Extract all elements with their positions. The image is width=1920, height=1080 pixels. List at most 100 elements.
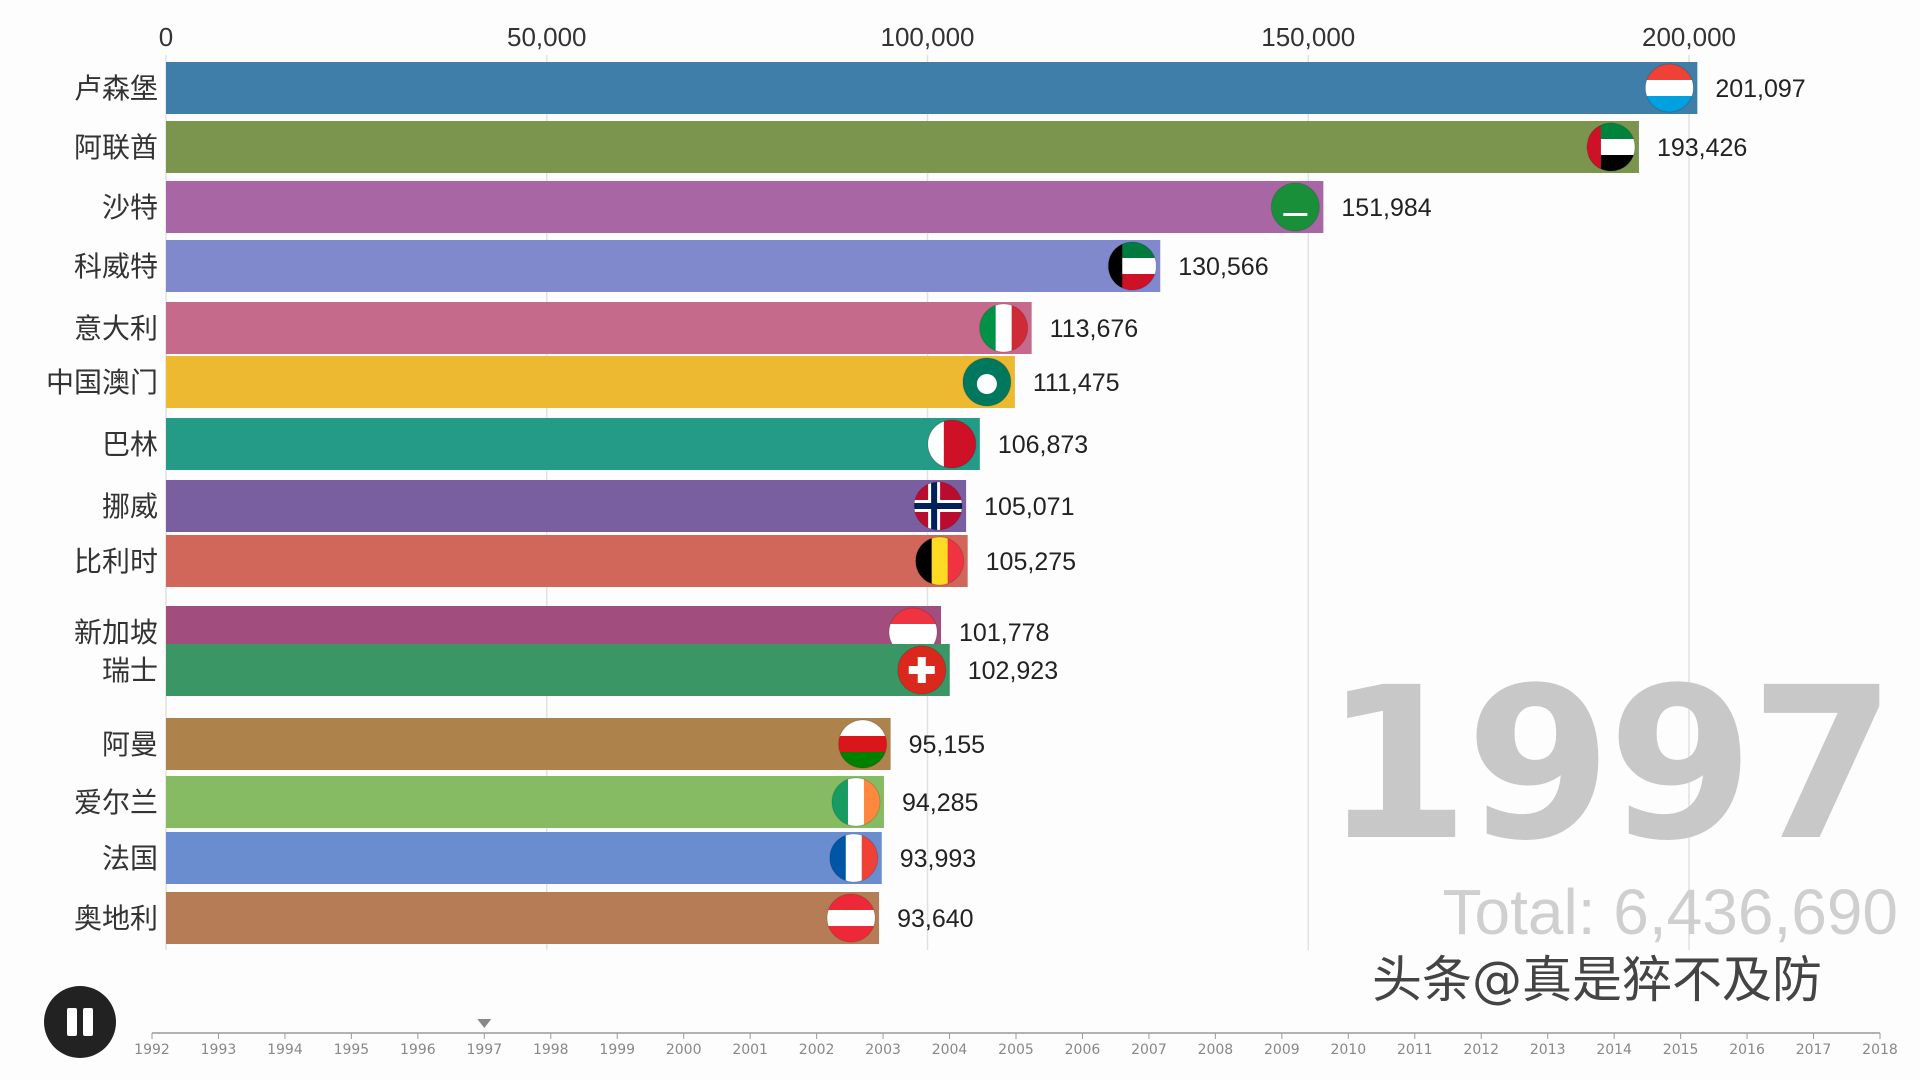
pause-button[interactable]	[44, 986, 116, 1058]
x-tick-label: 50,000	[507, 22, 587, 52]
timeline-year-label[interactable]: 2005	[998, 1042, 1034, 1058]
belgium-flag-icon	[915, 537, 964, 585]
bar-group: 巴林 106,873	[102, 418, 1088, 470]
category-label: 沙特	[102, 191, 158, 224]
saudi-flag-icon	[1271, 183, 1320, 231]
bar	[166, 892, 880, 944]
timeline-year-label[interactable]: 2016	[1729, 1042, 1765, 1058]
value-label: 151,984	[1341, 194, 1431, 222]
bar	[166, 418, 980, 470]
timeline-year-label[interactable]: 1997	[466, 1042, 502, 1058]
timeline-year-label[interactable]: 2010	[1330, 1042, 1366, 1058]
value-label: 105,275	[986, 548, 1076, 576]
timeline-year-label[interactable]: 2008	[1198, 1042, 1234, 1058]
value-label: 93,993	[900, 845, 976, 873]
pause-icon	[83, 1008, 93, 1036]
bar	[166, 718, 891, 770]
macau-flag-icon	[962, 358, 1011, 406]
timeline-year-label[interactable]: 2018	[1862, 1042, 1898, 1058]
value-label: 101,778	[959, 619, 1049, 647]
timeline-year-label[interactable]: 2006	[1065, 1042, 1101, 1058]
bar	[166, 644, 950, 696]
bar	[166, 302, 1032, 354]
timeline-year-label[interactable]: 1999	[599, 1042, 635, 1058]
timeline-year-label[interactable]: 1996	[400, 1042, 436, 1058]
value-label: 102,923	[968, 657, 1058, 685]
norway-flag-icon	[914, 482, 963, 530]
bar-group: 挪威 105,071	[102, 480, 1074, 532]
timeline-year-label[interactable]: 1995	[334, 1042, 370, 1058]
timeline-year-label[interactable]: 2003	[865, 1042, 901, 1058]
timeline-year-label[interactable]: 2012	[1463, 1042, 1499, 1058]
value-label: 201,097	[1715, 75, 1805, 103]
italy-flag-icon	[979, 304, 1028, 352]
timeline-year-label[interactable]: 2002	[799, 1042, 835, 1058]
x-tick-label: 0	[159, 22, 173, 52]
bar-group: 法国 93,993	[102, 832, 976, 884]
category-label: 中国澳门	[46, 366, 158, 399]
bar	[166, 62, 1698, 114]
bar	[166, 181, 1324, 233]
timeline-year-label[interactable]: 1994	[267, 1042, 303, 1058]
category-label: 科威特	[74, 250, 158, 283]
bar-group: 阿联酋 193,426	[74, 121, 1747, 173]
bahrain-flag-icon	[927, 420, 976, 468]
category-label: 巴林	[102, 428, 158, 461]
bar	[166, 832, 882, 884]
timeline-year-label[interactable]: 1993	[201, 1042, 237, 1058]
current-year: 1997	[1323, 642, 1896, 887]
bar-group: 中国澳门 111,475	[46, 356, 1120, 408]
value-label: 94,285	[902, 789, 978, 817]
category-label: 爱尔兰	[74, 786, 158, 819]
bar-group: 沙特 151,984	[102, 181, 1432, 233]
timeline-year-label[interactable]: 2001	[732, 1042, 768, 1058]
bar-group: 阿曼 95,155	[102, 718, 985, 770]
uae-flag-icon	[1586, 123, 1635, 171]
timeline-year-label[interactable]: 2014	[1596, 1042, 1632, 1058]
timeline-year-label[interactable]: 2015	[1663, 1042, 1699, 1058]
timeline-year-label[interactable]: 2004	[932, 1042, 968, 1058]
ireland-flag-icon	[831, 778, 880, 826]
bar-group: 卢森堡 201,097	[74, 62, 1806, 114]
category-label: 意大利	[74, 312, 158, 345]
value-label: 93,640	[897, 905, 973, 933]
timeline-year-label[interactable]: 1998	[533, 1042, 569, 1058]
bar-group: 爱尔兰 94,285	[74, 776, 978, 828]
value-label: 193,426	[1657, 134, 1747, 162]
category-label: 瑞士	[102, 654, 158, 687]
category-label: 阿曼	[102, 728, 158, 761]
pause-icon	[67, 1008, 77, 1036]
luxembourg-flag-icon	[1645, 64, 1694, 112]
timeline-year-label[interactable]: 2007	[1131, 1042, 1167, 1058]
value-label: 105,071	[984, 493, 1074, 521]
value-label: 106,873	[998, 431, 1088, 459]
category-label: 卢森堡	[74, 72, 158, 105]
total-value: Total: 6,436,690	[1442, 876, 1898, 948]
value-label: 111,475	[1033, 369, 1120, 397]
category-label: 阿联酋	[74, 131, 158, 164]
timeline-year-label[interactable]: 2011	[1397, 1042, 1433, 1058]
kuwait-flag-icon	[1108, 242, 1157, 290]
bar-group: 奥地利 93,640	[74, 892, 974, 944]
bar-group: 比利时 105,275	[74, 535, 1076, 587]
timeline-year-label[interactable]: 2017	[1796, 1042, 1832, 1058]
category-label: 比利时	[74, 545, 158, 578]
bar	[166, 776, 884, 828]
timeline-year-label[interactable]: 2009	[1264, 1042, 1300, 1058]
category-label: 挪威	[102, 490, 158, 523]
bar	[166, 356, 1015, 408]
bar-group: 瑞士 102,923	[102, 644, 1058, 696]
category-label: 法国	[102, 842, 158, 875]
category-label: 奥地利	[74, 902, 158, 935]
x-tick-label: 150,000	[1261, 22, 1355, 52]
timeline-handle[interactable]	[477, 1019, 492, 1028]
bar-group: 科威特 130,566	[74, 240, 1269, 292]
watermark: 头条@真是猝不及防	[1372, 951, 1822, 1009]
timeline-year-label[interactable]: 2000	[666, 1042, 702, 1058]
timeline-year-label[interactable]: 1992	[134, 1042, 170, 1058]
value-label: 130,566	[1178, 253, 1268, 281]
x-tick-label: 100,000	[881, 22, 975, 52]
value-label: 95,155	[909, 731, 985, 759]
timeline-year-label[interactable]: 2013	[1530, 1042, 1566, 1058]
